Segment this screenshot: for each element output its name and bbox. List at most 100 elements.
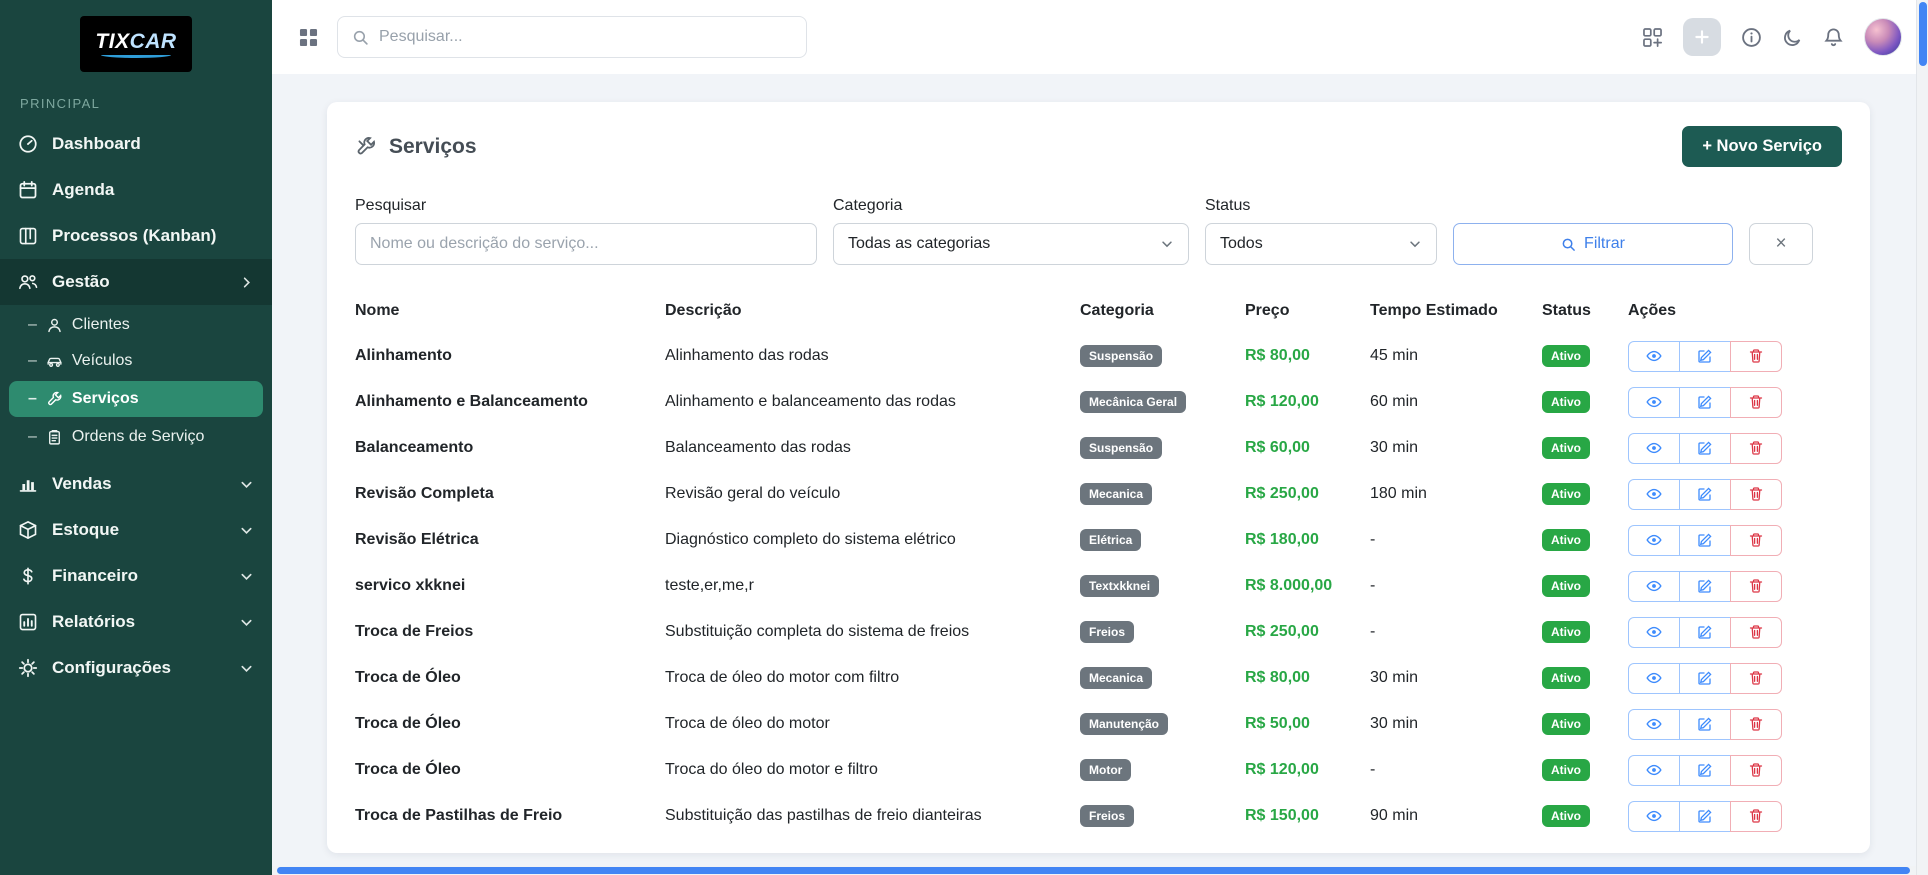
view-button[interactable]: [1628, 800, 1680, 832]
service-time: 30 min: [1370, 715, 1419, 732]
delete-button[interactable]: [1730, 662, 1782, 694]
dark-mode-button[interactable]: [1782, 27, 1803, 48]
status-filter-group: Status Todos: [1205, 197, 1437, 265]
eye-icon: [1646, 396, 1662, 408]
view-button[interactable]: [1628, 570, 1680, 602]
eye-icon: [1646, 488, 1662, 500]
sidebar-item-label: Estoque: [52, 520, 120, 539]
delete-button[interactable]: [1730, 616, 1782, 648]
service-price: R$ 250,00: [1245, 485, 1319, 502]
services-card: Serviços + Novo Serviço Pesquisar Catego…: [327, 102, 1870, 853]
delete-button[interactable]: [1730, 800, 1782, 832]
edit-button[interactable]: [1679, 524, 1731, 556]
view-button[interactable]: [1628, 708, 1680, 740]
edit-button[interactable]: [1679, 432, 1731, 464]
trash-icon: [1749, 717, 1763, 731]
edit-button[interactable]: [1679, 616, 1731, 648]
horizontal-scrollbar[interactable]: [272, 866, 1916, 875]
vertical-scrollbar-thumb[interactable]: [1919, 2, 1927, 66]
view-button[interactable]: [1628, 478, 1680, 510]
edit-button[interactable]: [1679, 340, 1731, 372]
delete-button[interactable]: [1730, 570, 1782, 602]
view-button[interactable]: [1628, 754, 1680, 786]
table-row: Troca de Óleo Troca do óleo do motor e f…: [355, 747, 1842, 793]
service-name: Balanceamento: [355, 439, 474, 456]
edit-button[interactable]: [1679, 800, 1731, 832]
delete-button[interactable]: [1730, 524, 1782, 556]
delete-button[interactable]: [1730, 386, 1782, 418]
delete-button[interactable]: [1730, 708, 1782, 740]
delete-button[interactable]: [1730, 340, 1782, 372]
menu-grid-button[interactable]: [298, 27, 319, 48]
category-badge: Manutenção: [1080, 713, 1169, 735]
logo-swoosh-decoration: [101, 52, 171, 58]
delete-button[interactable]: [1730, 432, 1782, 464]
info-button[interactable]: [1741, 27, 1762, 48]
sidebar-item-clientes[interactable]: – Clientes: [0, 307, 272, 343]
service-time: 90 min: [1370, 807, 1419, 824]
eye-icon: [1646, 350, 1662, 362]
row-actions: [1628, 616, 1782, 648]
service-price: R$ 250,00: [1245, 623, 1319, 640]
edit-button[interactable]: [1679, 570, 1731, 602]
clipboard-icon: [48, 429, 60, 445]
edit-button[interactable]: [1679, 386, 1731, 418]
edit-button[interactable]: [1679, 478, 1731, 510]
new-service-button[interactable]: + Novo Serviço: [1682, 126, 1842, 167]
category-select[interactable]: Todas as categorias: [833, 223, 1189, 265]
finance-icon: [23, 567, 33, 585]
view-button[interactable]: [1628, 432, 1680, 464]
clear-filters-button[interactable]: ×: [1749, 223, 1813, 265]
service-search-input[interactable]: [355, 223, 817, 265]
view-button[interactable]: [1628, 386, 1680, 418]
sidebar-item-relatorios[interactable]: Relatórios: [0, 599, 272, 645]
sidebar-item-processos-kanban[interactable]: Processos (Kanban): [0, 213, 272, 259]
horizontal-scrollbar-thumb[interactable]: [277, 867, 1910, 874]
vertical-scrollbar[interactable]: [1916, 0, 1928, 875]
category-filter-label: Categoria: [833, 197, 903, 214]
notifications-button[interactable]: [1823, 27, 1844, 48]
edit-button[interactable]: [1679, 708, 1731, 740]
logo[interactable]: TIXCAR: [80, 16, 192, 72]
service-description: Diagnóstico completo do sistema elétrico: [665, 531, 956, 548]
sidebar-item-vendas[interactable]: Vendas: [0, 461, 272, 507]
sidebar-item-gestao[interactable]: Gestão: [0, 259, 272, 305]
edit-button[interactable]: [1679, 662, 1731, 694]
filter-button[interactable]: Filtrar: [1453, 223, 1733, 265]
view-button[interactable]: [1628, 524, 1680, 556]
service-price: R$ 150,00: [1245, 807, 1319, 824]
row-actions: [1628, 478, 1782, 510]
status-badge: Ativo: [1542, 759, 1590, 781]
service-name: Alinhamento e Balanceamento: [355, 393, 588, 410]
view-button[interactable]: [1628, 340, 1680, 372]
sidebar-item-servicos[interactable]: – Serviços: [9, 381, 263, 417]
sidebar-item-veiculos[interactable]: – Veículos: [0, 343, 272, 379]
table-row: Troca de Pastilhas de Freio Substituição…: [355, 793, 1842, 839]
main-area: Serviços + Novo Serviço Pesquisar Catego…: [272, 0, 1928, 875]
tree-dash: –: [28, 390, 37, 407]
quick-add-button[interactable]: [1683, 18, 1721, 56]
sidebar-item-agenda[interactable]: Agenda: [0, 167, 272, 213]
view-button[interactable]: [1628, 662, 1680, 694]
sidebar-item-estoque[interactable]: Estoque: [0, 507, 272, 553]
status-select[interactable]: Todos: [1205, 223, 1437, 265]
car-icon: [47, 357, 62, 367]
service-time: -: [1370, 577, 1376, 594]
gear-icon: [18, 658, 38, 678]
sidebar-item-configuracoes[interactable]: Configurações: [0, 645, 272, 691]
sidebar-item-dashboard[interactable]: Dashboard: [0, 121, 272, 167]
global-search-input[interactable]: [379, 28, 792, 46]
delete-button[interactable]: [1730, 754, 1782, 786]
edit-button[interactable]: [1679, 754, 1731, 786]
sidebar-item-financeiro[interactable]: Financeiro: [0, 553, 272, 599]
trash-icon: [1749, 533, 1763, 547]
apps-button[interactable]: [1642, 27, 1663, 48]
tree-dash: –: [28, 316, 37, 333]
status-badge: Ativo: [1542, 437, 1590, 459]
avatar[interactable]: [1864, 18, 1902, 56]
sidebar-item-ordens-de-servico[interactable]: – Ordens de Serviço: [0, 419, 272, 455]
pencil-icon: [1698, 395, 1712, 409]
view-button[interactable]: [1628, 616, 1680, 648]
chevron-down-icon: [1162, 241, 1172, 248]
delete-button[interactable]: [1730, 478, 1782, 510]
